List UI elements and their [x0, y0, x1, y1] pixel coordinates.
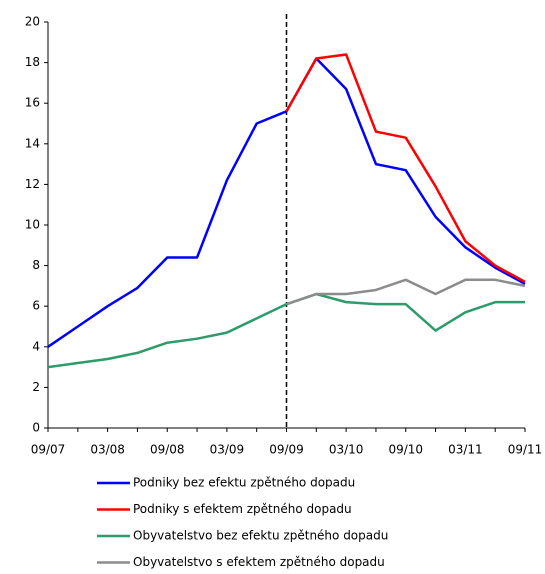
x-tick-label: 03/09 [210, 443, 245, 457]
y-tick-label: 18 [25, 55, 40, 69]
x-tick-label: 09/11 [508, 443, 543, 457]
legend-label: Podniky s efektem zpětného dopadu [133, 502, 352, 516]
y-tick-label: 8 [32, 258, 40, 272]
x-tick-label: 03/11 [448, 443, 483, 457]
x-tick-label: 09/08 [150, 443, 185, 457]
y-tick-label: 2 [32, 380, 40, 394]
series-line [285, 53, 526, 283]
x-tick-label: 09/07 [31, 443, 66, 457]
legend-label: Podniky bez efektu zpětného dopadu [133, 476, 355, 490]
x-tick-label: 03/10 [329, 443, 364, 457]
y-tick-label: 6 [32, 299, 40, 313]
y-tick-label: 12 [25, 177, 40, 191]
x-tick-label: 03/08 [90, 443, 125, 457]
y-tick-label: 4 [32, 339, 40, 353]
y-tick-label: 20 [25, 15, 40, 29]
y-tick-label: 10 [25, 218, 40, 232]
x-tick-label: 09/10 [388, 443, 423, 457]
legend-label: Obyvatelstvo bez efektu zpětného dopadu [133, 529, 388, 543]
series-line [286, 278, 526, 306]
legend-label: Obyvatelstvo s efektem zpětného dopadu [133, 555, 385, 569]
x-tick-label: 09/09 [269, 443, 304, 457]
y-tick-label: 0 [32, 421, 40, 435]
y-tick-label: 16 [25, 96, 40, 110]
y-tick-label: 14 [25, 136, 40, 150]
